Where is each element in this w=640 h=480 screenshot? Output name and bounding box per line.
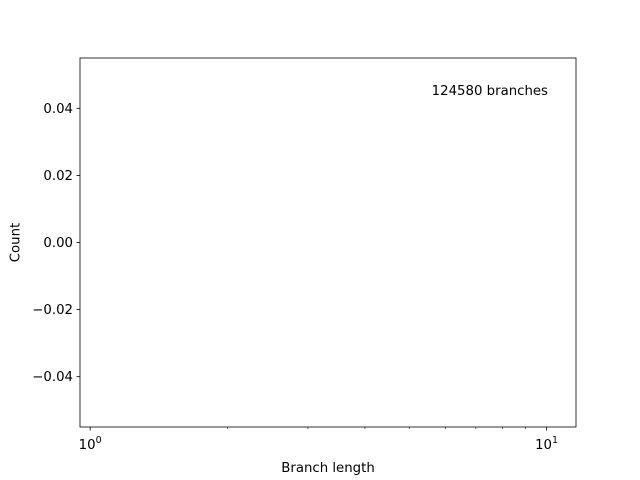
plot-frame <box>79 57 577 428</box>
x-tick-label: 100 <box>79 435 102 453</box>
y-axis-label: Count <box>9 223 24 263</box>
x-axis-label: Branch length <box>281 461 375 476</box>
y-tick-label: −0.02 <box>32 303 73 318</box>
plot-area <box>80 58 576 427</box>
branch-count-annotation: 124580 branches <box>432 84 548 99</box>
y-tick-label: 0.04 <box>43 102 73 117</box>
axis-ticks: 100 101 0.04 0.02 0.00 −0.02 −0.04 <box>32 102 558 453</box>
y-tick-label: 0.02 <box>43 169 73 184</box>
y-tick-label: 0.00 <box>43 236 73 251</box>
y-tick-label: −0.04 <box>32 370 73 385</box>
x-tick-label: 101 <box>535 435 558 453</box>
